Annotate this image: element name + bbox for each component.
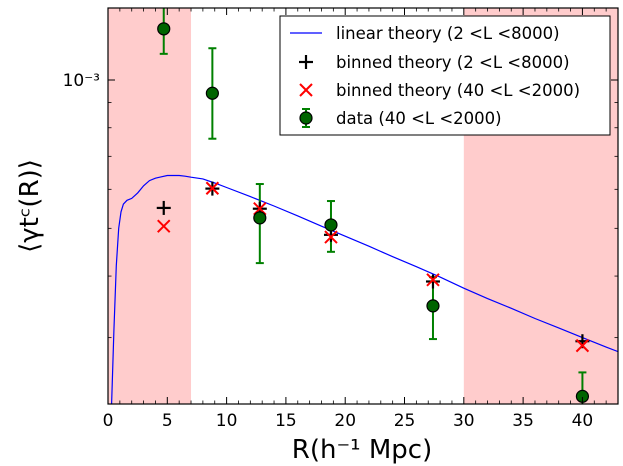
plot-area [111,8,618,404]
data-circle [324,218,338,232]
legend-label-data: data (40 <L <2000) [336,109,502,128]
x-stroke-2 [157,219,171,233]
binned-theory-x-marker [205,181,220,195]
data-circle [157,22,171,36]
x-tick-label: 35 [512,411,534,431]
binned-theory-x-marker [575,338,590,353]
legend-label-linear-theory: linear theory (2 <L <8000) [336,24,560,43]
binned-theory-x-marker [157,219,171,233]
legend-plus-marker [299,55,313,69]
x-stroke-2 [575,338,590,353]
legend-label-binned-theory-full: binned theory (2 <L <8000) [336,53,570,72]
plot-frame [107,7,619,405]
legend-errorbar-marker [299,108,313,128]
binned-theory-plus-marker [425,274,440,289]
x-axis-title: R(h⁻¹ Mpc) [292,435,432,465]
binned-theory-x-marker [324,230,338,244]
x-tick-label: 15 [275,411,297,431]
legend: linear theory (2 <L <8000) binned theory… [279,15,611,136]
x-tick-label: 10 [216,411,238,431]
binned-theory-x-marker [426,273,440,287]
legend-x-marker [299,83,313,97]
data-circle [426,299,440,313]
data-circle [205,86,219,100]
x-tick-label: 25 [394,411,416,431]
data-circle [253,211,267,225]
x-tick-label: 5 [162,411,173,431]
y-axis-title: ⟨γtᶜ(R)⟩ [15,159,45,253]
markers [156,8,590,404]
linear-theory-line [111,174,618,404]
x-tick-label: 0 [103,411,114,431]
x-tick-label: 40 [572,411,594,431]
x-tick-label: 30 [453,411,475,431]
x-tick-label: 20 [334,411,356,431]
x-stroke-2 [324,230,338,244]
binned-theory-plus-marker [156,200,171,215]
legend-box [279,15,611,136]
y-tick-label: 10⁻³ [63,71,100,91]
x-tick-labels: 0 5 10 15 20 25 30 35 40 [103,411,594,431]
shaded-region-0 [108,8,192,404]
x-stroke-2 [426,273,440,287]
x-stroke-2 [205,181,220,195]
y-tick-labels: 10⁻³ [63,71,100,91]
legend-label-binned-theory-cut: binned theory (40 <L <2000) [336,81,580,100]
